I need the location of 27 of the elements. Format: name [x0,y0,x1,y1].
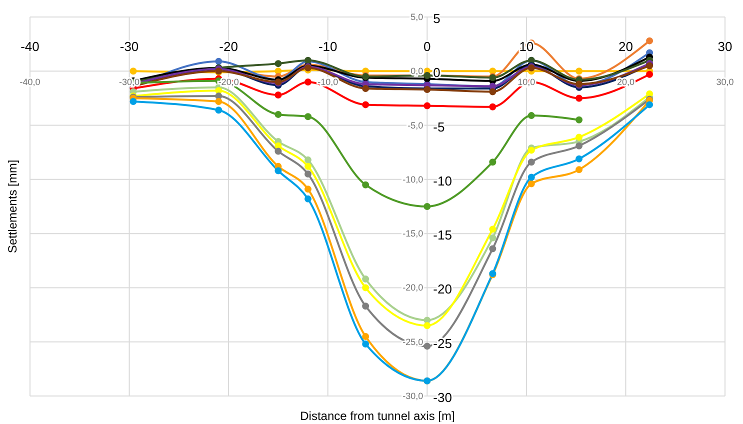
x2-tick-label: 30 [718,39,732,54]
y-tick-label: -5,0 [408,120,424,130]
x-tick-label: -40,0 [20,77,40,88]
y2-tick-label: -15 [433,228,452,243]
y-tick-label: -10,0 [402,174,424,184]
y2-tick-label: -20 [433,282,452,297]
x2-tick-label: 20 [618,39,633,54]
y-tick-label: -30,0 [402,391,424,401]
y-tick-label: -20,0 [402,282,424,293]
y2-tick-label: -5 [433,119,445,134]
x2-tick-label: 0 [424,39,431,54]
y2-tick-label: 0 [433,65,440,80]
x-tick-label: 10,0 [518,77,536,88]
y-tick-label: -15,0 [402,228,424,239]
y2-tick-label: -25 [433,336,452,351]
x-tick-label: -10,0 [318,77,338,88]
y-tick-label: 5,0 [410,12,424,22]
x-tick-label: -20,0 [218,77,239,88]
y-axis-title: Settlements [mm] [5,160,20,254]
y2-tick-label: 5 [433,11,440,26]
y2-tick-label: -30 [433,390,452,405]
x2-tick-label: -10 [318,39,338,54]
x2-tick-label: -20 [219,39,238,54]
x2-tick-label: -30 [120,39,139,54]
x-tick-label: 30,0 [716,77,734,88]
x2-tick-label: -40 [20,39,40,54]
y2-tick-label: -10 [433,173,452,188]
